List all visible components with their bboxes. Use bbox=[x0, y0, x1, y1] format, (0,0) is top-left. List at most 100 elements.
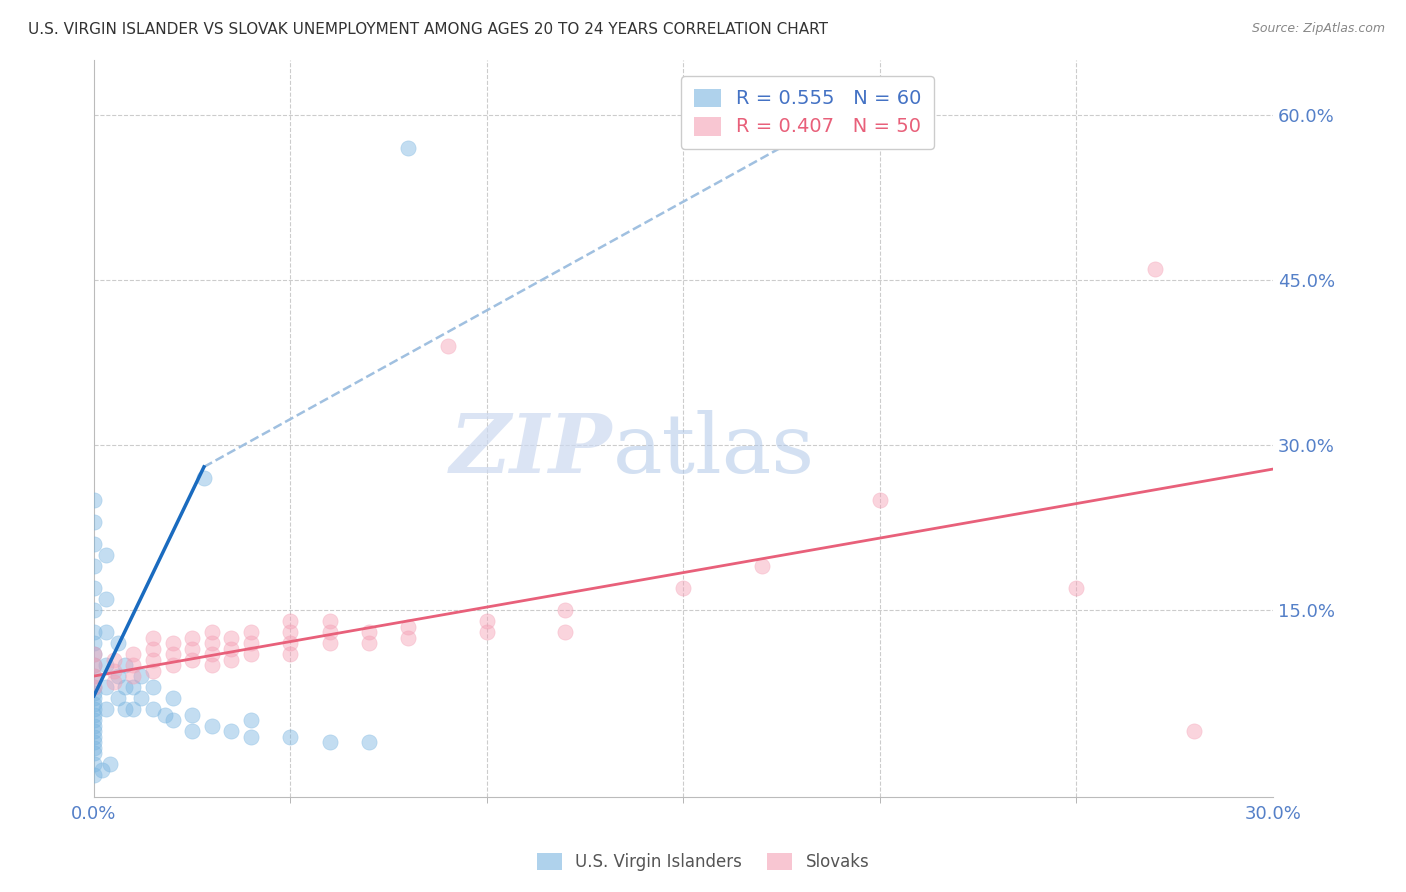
Point bbox=[280, 636, 302, 650]
Point bbox=[83, 718, 105, 732]
Point bbox=[162, 658, 184, 673]
Point bbox=[114, 658, 136, 673]
Point bbox=[83, 702, 105, 716]
Point bbox=[83, 746, 105, 760]
Text: ZIP: ZIP bbox=[450, 410, 613, 491]
Point bbox=[83, 492, 105, 507]
Point bbox=[83, 537, 105, 551]
Point bbox=[122, 669, 145, 683]
Point bbox=[201, 658, 224, 673]
Point bbox=[83, 669, 105, 683]
Point bbox=[83, 515, 105, 529]
Point bbox=[1066, 581, 1088, 595]
Legend: U.S. Virgin Islanders, Slovaks: U.S. Virgin Islanders, Slovaks bbox=[529, 845, 877, 880]
Point bbox=[280, 647, 302, 661]
Point bbox=[142, 652, 165, 666]
Point bbox=[280, 614, 302, 628]
Point bbox=[193, 471, 215, 485]
Point bbox=[162, 691, 184, 706]
Point bbox=[107, 669, 129, 683]
Point bbox=[869, 492, 891, 507]
Point bbox=[396, 141, 419, 155]
Text: atlas: atlas bbox=[613, 410, 814, 491]
Point bbox=[83, 559, 105, 574]
Point bbox=[129, 691, 152, 706]
Point bbox=[240, 713, 263, 727]
Point bbox=[94, 702, 117, 716]
Point bbox=[122, 658, 145, 673]
Point bbox=[475, 614, 498, 628]
Point bbox=[107, 691, 129, 706]
Point bbox=[94, 658, 117, 673]
Point bbox=[83, 757, 105, 772]
Legend: R = 0.555   N = 60, R = 0.407   N = 50: R = 0.555 N = 60, R = 0.407 N = 50 bbox=[682, 76, 934, 149]
Point bbox=[103, 674, 125, 689]
Point bbox=[162, 636, 184, 650]
Point bbox=[83, 730, 105, 744]
Point bbox=[129, 669, 152, 683]
Point bbox=[221, 641, 243, 656]
Point bbox=[201, 625, 224, 640]
Point bbox=[142, 702, 165, 716]
Point bbox=[240, 730, 263, 744]
Point bbox=[672, 581, 695, 595]
Point bbox=[83, 724, 105, 739]
Point bbox=[162, 647, 184, 661]
Point bbox=[122, 647, 145, 661]
Point bbox=[181, 652, 204, 666]
Point bbox=[83, 636, 105, 650]
Point bbox=[357, 636, 380, 650]
Point bbox=[318, 614, 340, 628]
Point bbox=[436, 339, 458, 353]
Point bbox=[280, 625, 302, 640]
Point bbox=[122, 702, 145, 716]
Point bbox=[475, 625, 498, 640]
Point bbox=[83, 707, 105, 722]
Point bbox=[142, 631, 165, 645]
Point bbox=[83, 647, 105, 661]
Point bbox=[83, 680, 105, 694]
Point bbox=[94, 548, 117, 562]
Point bbox=[280, 730, 302, 744]
Point bbox=[201, 647, 224, 661]
Point bbox=[318, 625, 340, 640]
Point bbox=[114, 702, 136, 716]
Point bbox=[83, 685, 105, 699]
Point bbox=[221, 652, 243, 666]
Point bbox=[357, 735, 380, 749]
Text: U.S. VIRGIN ISLANDER VS SLOVAK UNEMPLOYMENT AMONG AGES 20 TO 24 YEARS CORRELATIO: U.S. VIRGIN ISLANDER VS SLOVAK UNEMPLOYM… bbox=[28, 22, 828, 37]
Point bbox=[318, 636, 340, 650]
Point bbox=[201, 718, 224, 732]
Point bbox=[83, 658, 105, 673]
Point bbox=[554, 625, 576, 640]
Point bbox=[1182, 724, 1205, 739]
Point bbox=[83, 713, 105, 727]
Point bbox=[751, 559, 773, 574]
Point bbox=[240, 625, 263, 640]
Point bbox=[94, 625, 117, 640]
Point bbox=[122, 680, 145, 694]
Point bbox=[162, 713, 184, 727]
Point bbox=[83, 669, 105, 683]
Point bbox=[201, 636, 224, 650]
Point bbox=[94, 680, 117, 694]
Point bbox=[318, 735, 340, 749]
Point bbox=[83, 603, 105, 617]
Point bbox=[83, 581, 105, 595]
Point bbox=[240, 636, 263, 650]
Point bbox=[83, 625, 105, 640]
Point bbox=[181, 631, 204, 645]
Text: Source: ZipAtlas.com: Source: ZipAtlas.com bbox=[1251, 22, 1385, 36]
Point bbox=[83, 735, 105, 749]
Point bbox=[221, 724, 243, 739]
Point bbox=[153, 707, 176, 722]
Point bbox=[396, 631, 419, 645]
Point bbox=[114, 680, 136, 694]
Point bbox=[83, 691, 105, 706]
Point bbox=[98, 757, 121, 772]
Point bbox=[83, 740, 105, 755]
Point bbox=[90, 763, 112, 777]
Point bbox=[554, 603, 576, 617]
Point bbox=[1143, 261, 1166, 276]
Point bbox=[142, 680, 165, 694]
